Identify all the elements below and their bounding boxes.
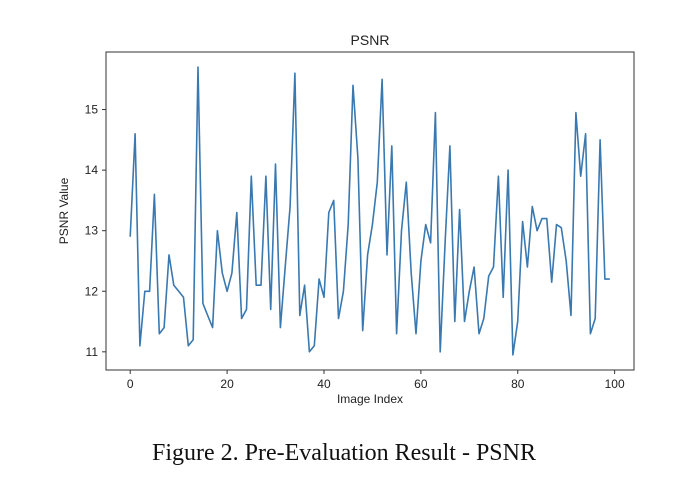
y-tick-label: 14	[85, 163, 99, 177]
x-tick-label: 60	[414, 377, 428, 391]
x-tick-label: 40	[317, 377, 331, 391]
x-tick-label: 100	[605, 377, 625, 391]
x-tick-label: 0	[127, 377, 134, 391]
x-tick-label: 20	[220, 377, 234, 391]
plot-area-frame	[105, 51, 635, 371]
x-tick-label: 80	[511, 377, 525, 391]
y-tick-label: 15	[85, 103, 99, 117]
y-tick-label: 13	[85, 224, 99, 238]
y-tick-label: 12	[85, 284, 99, 298]
chart-title: PSNR	[351, 32, 390, 48]
figure-caption: Figure 2. Pre-Evaluation Result - PSNR	[152, 440, 536, 466]
y-axis-label: PSNR Value	[57, 177, 71, 244]
x-axis-label: Image Index	[337, 392, 403, 406]
y-tick-label: 11	[86, 345, 99, 359]
psnr-series-line	[129, 66, 610, 356]
